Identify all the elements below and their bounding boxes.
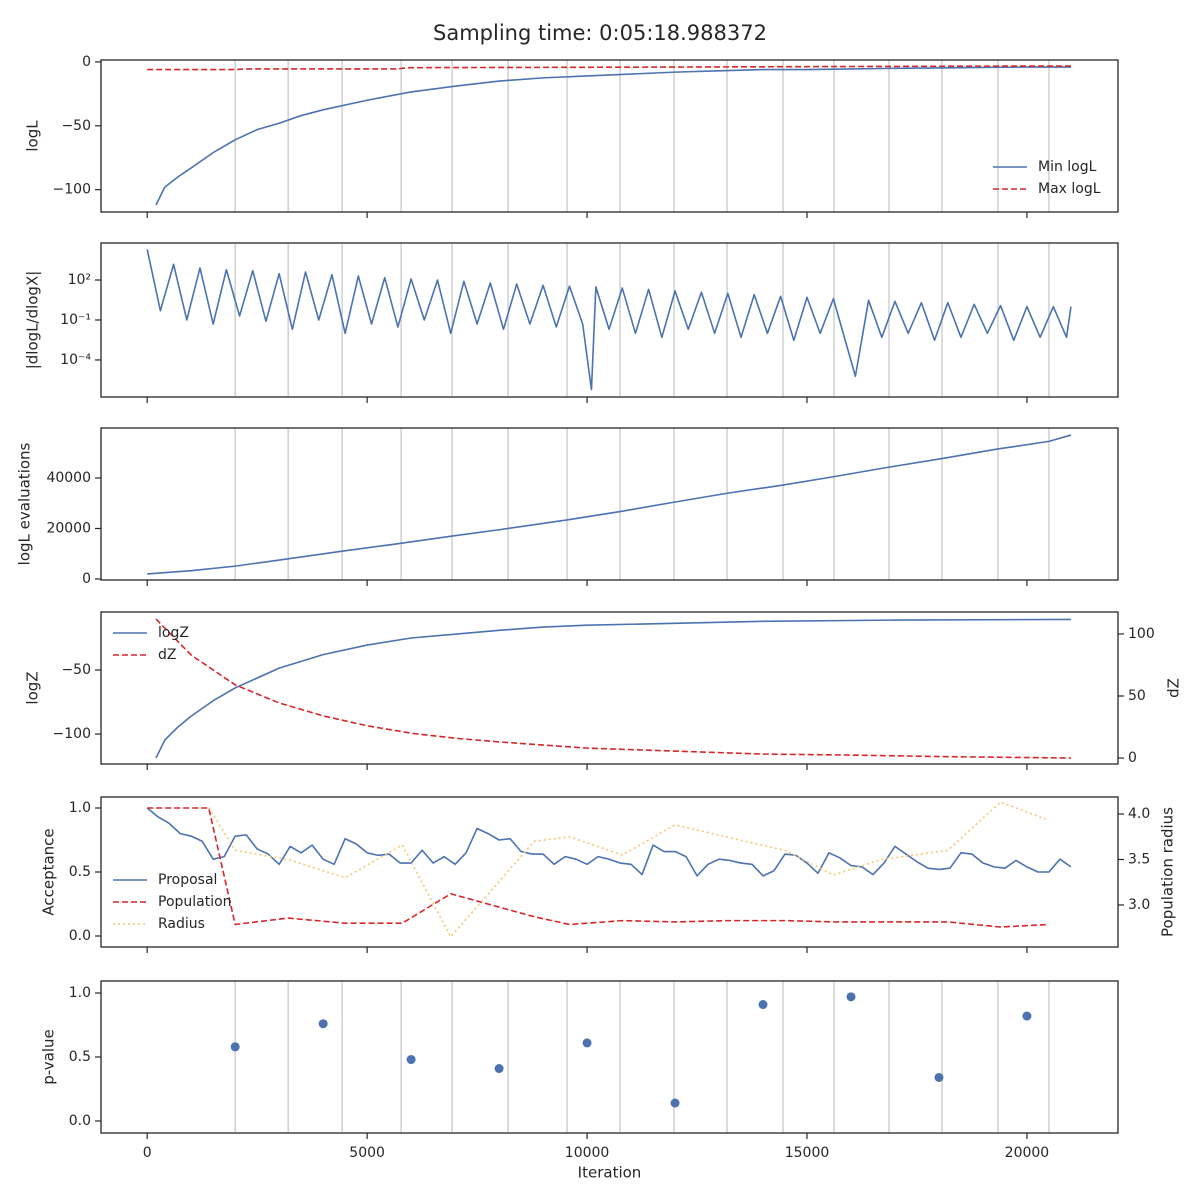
series-line [146,249,1072,391]
axes-frame [100,242,1119,398]
y-axis-label: |dlogL/dlogX| [24,271,42,370]
point [758,1000,768,1010]
y-tick-label: 1.0 [69,800,91,816]
legend-label: Max logL [1038,181,1101,197]
y2-axis-label: dZ [1165,678,1183,698]
y-tick-label: 0.5 [69,1049,91,1065]
y-tick-label: −100 [53,726,91,742]
y-tick-label: 40000 [46,470,91,486]
plot-area [146,249,1072,391]
legend-label: Min logL [1038,159,1097,175]
point [670,1098,680,1108]
point [494,1064,504,1074]
point [230,1042,240,1052]
legend-label: Radius [158,916,205,932]
axes-frame [100,59,1119,213]
plot-area [146,801,1072,938]
y2-tick-label: 4.0 [1128,806,1150,822]
series-line [155,618,1071,759]
y-tick-label: 0.5 [69,864,91,880]
y-axis-label: logL [24,120,42,152]
legend-label: dZ [158,647,176,663]
series-line [147,807,1049,928]
x-tick-label: 15000 [785,1145,830,1161]
point [406,1055,416,1065]
y-tick-label: 0.0 [69,1113,91,1129]
point [318,1019,328,1029]
y-tick-label: 10⁻¹ [60,312,91,328]
y-axis-label: logZ [24,671,42,704]
y-axis-label: p-value [40,1029,58,1085]
y2-axis-label: Population radius [1159,807,1177,937]
x-tick-label: 5000 [349,1145,385,1161]
y-tick-label: 1.0 [69,985,91,1001]
y-tick-label: 0 [82,54,91,70]
y-tick-label: 0 [82,571,91,587]
figure-title: Sampling time: 0:05:18.988372 [433,21,767,45]
y2-tick-label: 3.0 [1128,897,1150,913]
point [934,1072,944,1082]
axes-frame [100,980,1119,1134]
series-line [155,618,1071,759]
y-tick-label: 10⁻⁴ [60,352,91,368]
point [846,992,856,1002]
legend-label: Population [158,894,232,910]
y-axis-label: logL evaluations [16,442,34,565]
y2-tick-label: 100 [1128,626,1155,642]
x-tick-label: 20000 [1005,1145,1050,1161]
y-tick-label: 20000 [46,520,91,536]
legend-label: logZ [158,625,189,641]
y-tick-label: 10² [68,272,91,288]
axes-frame [100,796,1119,948]
y2-tick-label: 3.5 [1128,851,1150,867]
series-line [146,807,1072,877]
x-tick-label: 0 [143,1145,152,1161]
plot-area [155,618,1071,759]
y-axis-label: Acceptance [40,828,58,915]
axes-frame [100,427,1119,581]
y2-tick-label: 0 [1128,750,1137,766]
y-tick-label: 0.0 [69,928,91,944]
y-tick-label: −50 [61,118,91,134]
plot-area [230,992,1032,1108]
axes-frame [100,611,1119,765]
x-tick-label: 10000 [565,1145,610,1161]
y2-tick-label: 50 [1128,688,1146,704]
y-tick-label: −50 [61,662,91,678]
legend-label: Proposal [158,872,217,888]
series-line [147,434,1072,575]
y-tick-label: −100 [53,182,91,198]
point [1022,1011,1032,1021]
x-axis-label: Iteration [578,1164,642,1182]
plot-area [147,65,1071,206]
series-line [155,66,1071,206]
plot-area [147,434,1072,575]
point [582,1038,592,1048]
series-line [147,65,1071,71]
